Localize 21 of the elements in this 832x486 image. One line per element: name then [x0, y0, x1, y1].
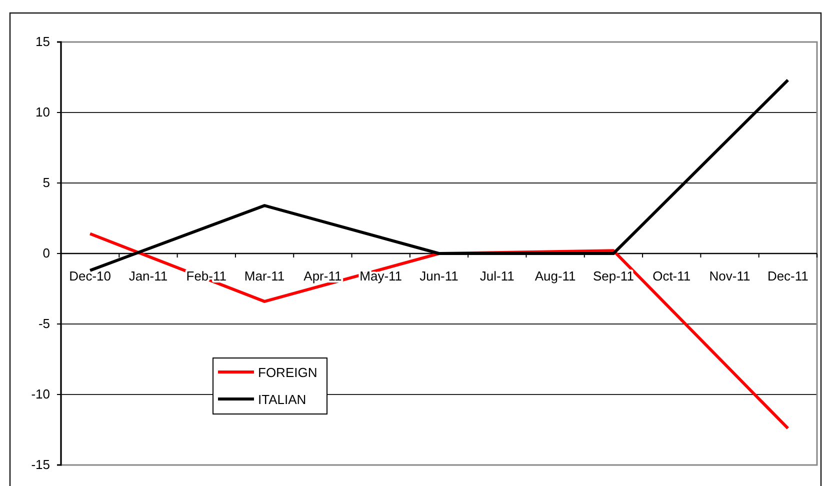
y-tick-label: 0 — [42, 246, 50, 261]
legend-label: FOREIGN — [258, 365, 318, 380]
x-tick-label: Mar-11 — [244, 268, 285, 284]
y-tick-label: 15 — [36, 34, 50, 50]
y-tick-label: 5 — [42, 175, 50, 190]
x-tick-label: Aug-11 — [534, 268, 576, 284]
legend-label: ITALIAN — [258, 392, 306, 407]
x-tick-label: Jul-11 — [480, 268, 514, 284]
x-tick-label: Dec-11 — [767, 268, 808, 284]
y-tick-label: -5 — [38, 316, 50, 332]
x-tick-label: Sep-11 — [592, 268, 634, 284]
y-tick-label: -10 — [31, 386, 50, 402]
x-tick-label: Jan-11 — [128, 268, 168, 284]
x-tick-label: Jun-11 — [420, 268, 458, 284]
y-tick-label: -15 — [31, 457, 50, 472]
x-tick-label: May-11 — [360, 268, 402, 284]
x-tick-label: Oct-11 — [652, 268, 691, 284]
x-tick-label: Dec-10 — [69, 268, 112, 284]
y-tick-label: 10 — [36, 104, 50, 120]
x-tick-label: Nov-11 — [709, 268, 750, 284]
x-tick-label: Apr-11 — [304, 268, 342, 284]
